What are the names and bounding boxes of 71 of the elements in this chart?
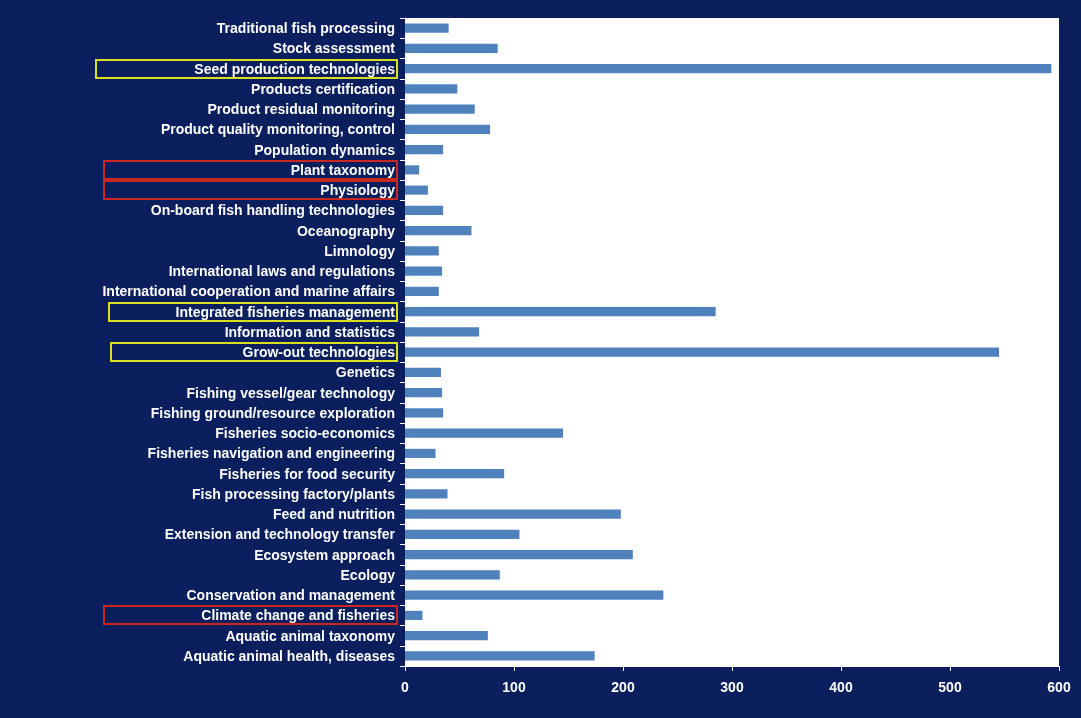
- y-tick-label: Aquatic animal taxonomy: [225, 627, 396, 644]
- bar: [405, 246, 439, 256]
- bar: [405, 631, 488, 641]
- x-tick-label: 500: [938, 679, 962, 695]
- bar: [405, 489, 448, 499]
- y-tick-label: Fisheries navigation and engineering: [147, 445, 395, 462]
- bar: [405, 226, 472, 236]
- y-tick-label: Fishing ground/resource exploration: [150, 404, 395, 421]
- bar: [405, 124, 491, 134]
- bar: [405, 509, 621, 519]
- bar: [405, 469, 505, 479]
- x-tick-label: 200: [611, 679, 635, 695]
- y-tick-label: Integrated fisheries management: [175, 303, 396, 320]
- y-tick-label: Feed and nutrition: [272, 506, 395, 523]
- bar: [405, 286, 439, 296]
- y-tick-label: On-board fish handling technologies: [150, 202, 396, 219]
- bar: [405, 104, 475, 114]
- bar: [405, 408, 444, 418]
- y-tick-label: Oceanography: [296, 222, 396, 239]
- y-tick-label: International cooperation and marine affairs: [102, 283, 396, 300]
- y-tick-label: Genetics: [335, 364, 396, 381]
- y-tick-label: Fishing vessel/gear technology: [186, 384, 396, 401]
- bar: [405, 185, 428, 195]
- y-tick-label: Plant taxonomy: [290, 161, 396, 178]
- y-tick-label: Grow-out technologies: [242, 344, 396, 361]
- bar: [405, 590, 664, 600]
- y-tick-label: Limnology: [324, 242, 396, 259]
- y-tick-label: Extension and technology transfer: [164, 526, 396, 543]
- x-tick-label: 100: [502, 679, 526, 695]
- y-tick-label: Fish processing factory/plants: [191, 485, 396, 502]
- x-tick-label: 400: [829, 679, 853, 695]
- y-tick-label: Climate change and fisheries: [201, 607, 396, 624]
- bar: [405, 529, 520, 539]
- bar: [405, 145, 444, 155]
- y-tick-label: International laws and regulations: [168, 263, 396, 280]
- y-tick-label: Fisheries socio-economics: [215, 425, 396, 442]
- y-tick-label: Information and statistics: [224, 323, 396, 340]
- y-tick-label: Stock assessment: [272, 40, 396, 57]
- x-tick-label: 300: [720, 679, 744, 695]
- y-tick-label: Ecosystem approach: [254, 546, 395, 563]
- bar: [405, 307, 716, 317]
- bar: [405, 388, 443, 398]
- y-tick-label: Product residual monitoring: [207, 101, 395, 118]
- y-tick-label: Traditional fish processing: [216, 20, 395, 37]
- bar: [405, 23, 449, 33]
- bar: [405, 610, 423, 620]
- y-tick-label: Physiology: [320, 182, 396, 199]
- bar: [405, 165, 420, 175]
- bar: [405, 64, 1052, 74]
- y-tick-label: Conservation and management: [186, 587, 396, 604]
- bar: [405, 367, 441, 377]
- bar: [405, 570, 500, 580]
- y-tick-label: Products certification: [251, 80, 395, 97]
- bar: [405, 84, 458, 94]
- bar: [405, 266, 443, 276]
- bar: [405, 448, 436, 458]
- y-tick-label: Product quality monitoring, control: [160, 121, 395, 138]
- bar: [405, 550, 633, 560]
- bar: [405, 428, 564, 438]
- y-tick-label: Population dynamics: [254, 141, 396, 158]
- bar: [405, 347, 1000, 357]
- y-tick-label: Aquatic animal health, diseases: [183, 647, 396, 664]
- x-tick-label: 600: [1047, 679, 1071, 695]
- bar: [405, 327, 480, 337]
- bar: [405, 651, 595, 661]
- x-tick-label: 0: [401, 679, 410, 695]
- bar: [405, 43, 498, 53]
- y-tick-label: Seed production technologies: [194, 60, 396, 77]
- y-tick-label: Fisheries for food security: [219, 465, 396, 482]
- bar: [405, 205, 444, 215]
- y-tick-label: Ecology: [340, 566, 396, 583]
